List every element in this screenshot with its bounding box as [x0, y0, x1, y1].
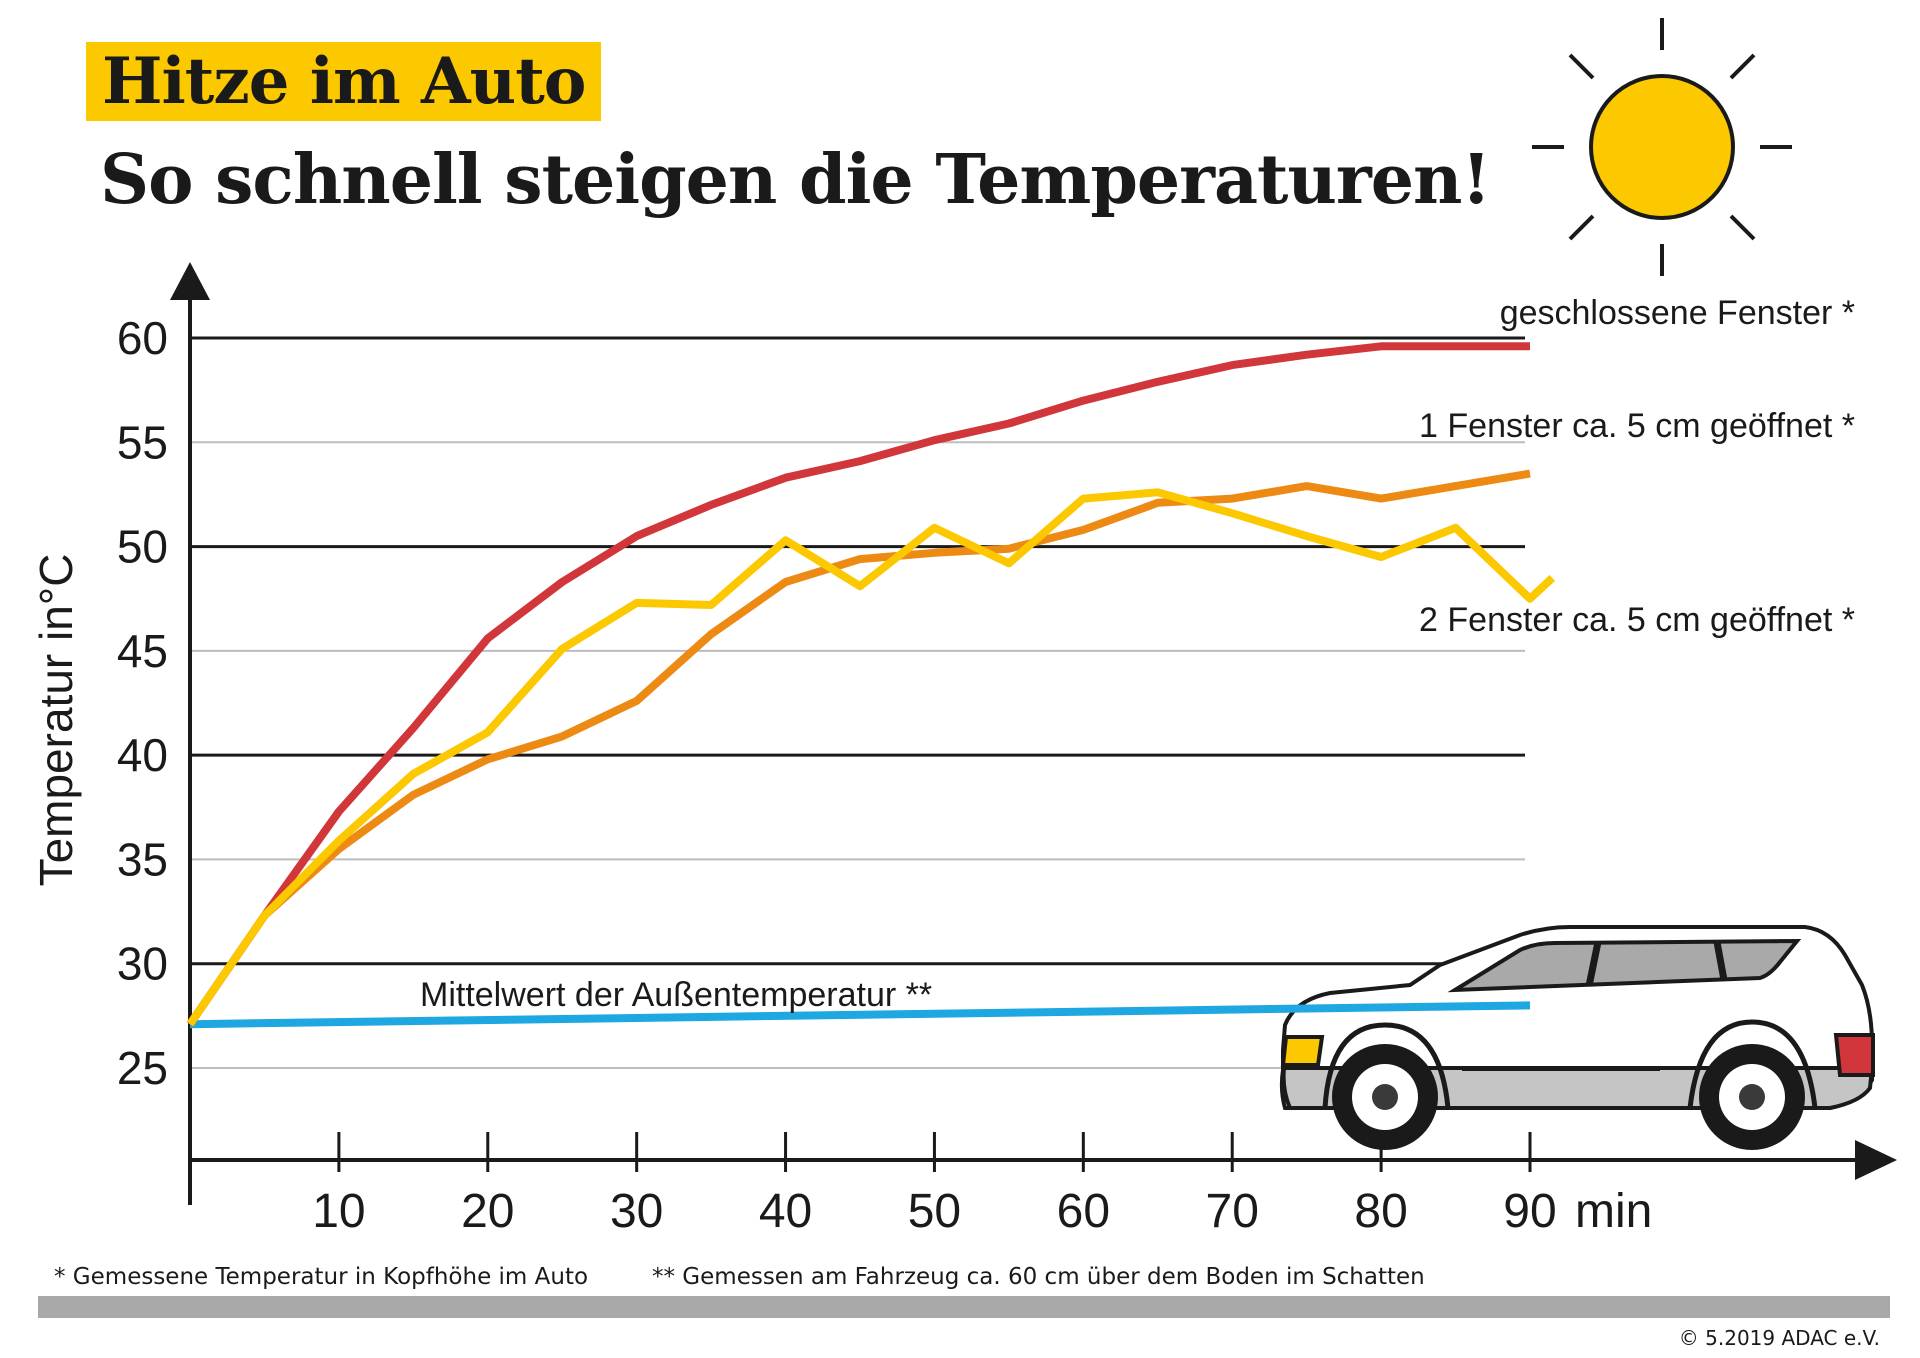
gridlines [190, 336, 1525, 1069]
page-subtitle: So schnell steigen die Temperaturen! [100, 140, 1491, 220]
series-line-1 [186, 469, 1531, 1027]
page-title: Hitze im Auto [102, 44, 586, 119]
x-tick-label-90: 90 [1503, 1185, 1556, 1238]
footnote-inside-temp: * Gemessene Temperatur in Kopfhöhe im Au… [54, 1264, 589, 1290]
x-tick-label-70: 70 [1206, 1185, 1259, 1238]
footnote-outside-temp: ** Gemessen am Fahrzeug ca. 60 cm über d… [652, 1264, 1425, 1290]
title-highlight: Hitze im Auto [86, 42, 602, 121]
y-tick-label-50: 50 [117, 521, 168, 573]
x-tick-label-10: 10 [312, 1185, 365, 1238]
copyright: © 5.2019 ADAC e.V. [1678, 1326, 1880, 1350]
x-tick-label-20: 20 [461, 1185, 514, 1238]
x-axis-unit-label: min [1575, 1185, 1652, 1238]
series-line-2 [186, 488, 1556, 1027]
x-tick-label-80: 80 [1354, 1185, 1407, 1238]
footer-bar [38, 1296, 1890, 1318]
series-lines [186, 342, 1556, 1029]
y-tick-label-40: 40 [117, 729, 168, 781]
label-one-window: 1 Fenster ca. 5 cm geöffnet * [1419, 407, 1855, 445]
axes [170, 262, 1897, 1205]
x-tick-labels: 10 20 30 40 50 60 70 80 90 [312, 1185, 1557, 1238]
y-tick-label-35: 35 [117, 833, 168, 885]
series-line-0 [186, 342, 1530, 1027]
x-tick-label-40: 40 [759, 1185, 812, 1238]
x-tick-label-30: 30 [610, 1185, 663, 1238]
x-tick-label-60: 60 [1057, 1185, 1110, 1238]
y-tick-label-25: 25 [117, 1042, 168, 1094]
label-outside-temp: Mittelwert der Außentemperatur ** [420, 976, 932, 1014]
x-axis-arrow [1855, 1140, 1897, 1180]
car-icon [1279, 925, 1875, 1150]
y-axis-label: Temperatur in°C [30, 554, 82, 887]
x-tick-label-50: 50 [908, 1185, 961, 1238]
y-tick-label-45: 45 [117, 625, 168, 677]
y-tick-labels: 25 30 35 40 45 50 55 60 [117, 312, 168, 1094]
label-closed-windows: geschlossene Fenster * [1500, 294, 1855, 332]
y-tick-label-55: 55 [117, 416, 168, 468]
series-line-3 [189, 1001, 1531, 1029]
y-tick-label-30: 30 [117, 938, 168, 990]
y-tick-label-60: 60 [117, 312, 168, 364]
sun-icon [1532, 18, 1792, 276]
label-two-windows: 2 Fenster ca. 5 cm geöffnet * [1419, 601, 1855, 639]
y-axis-arrow [170, 262, 210, 300]
